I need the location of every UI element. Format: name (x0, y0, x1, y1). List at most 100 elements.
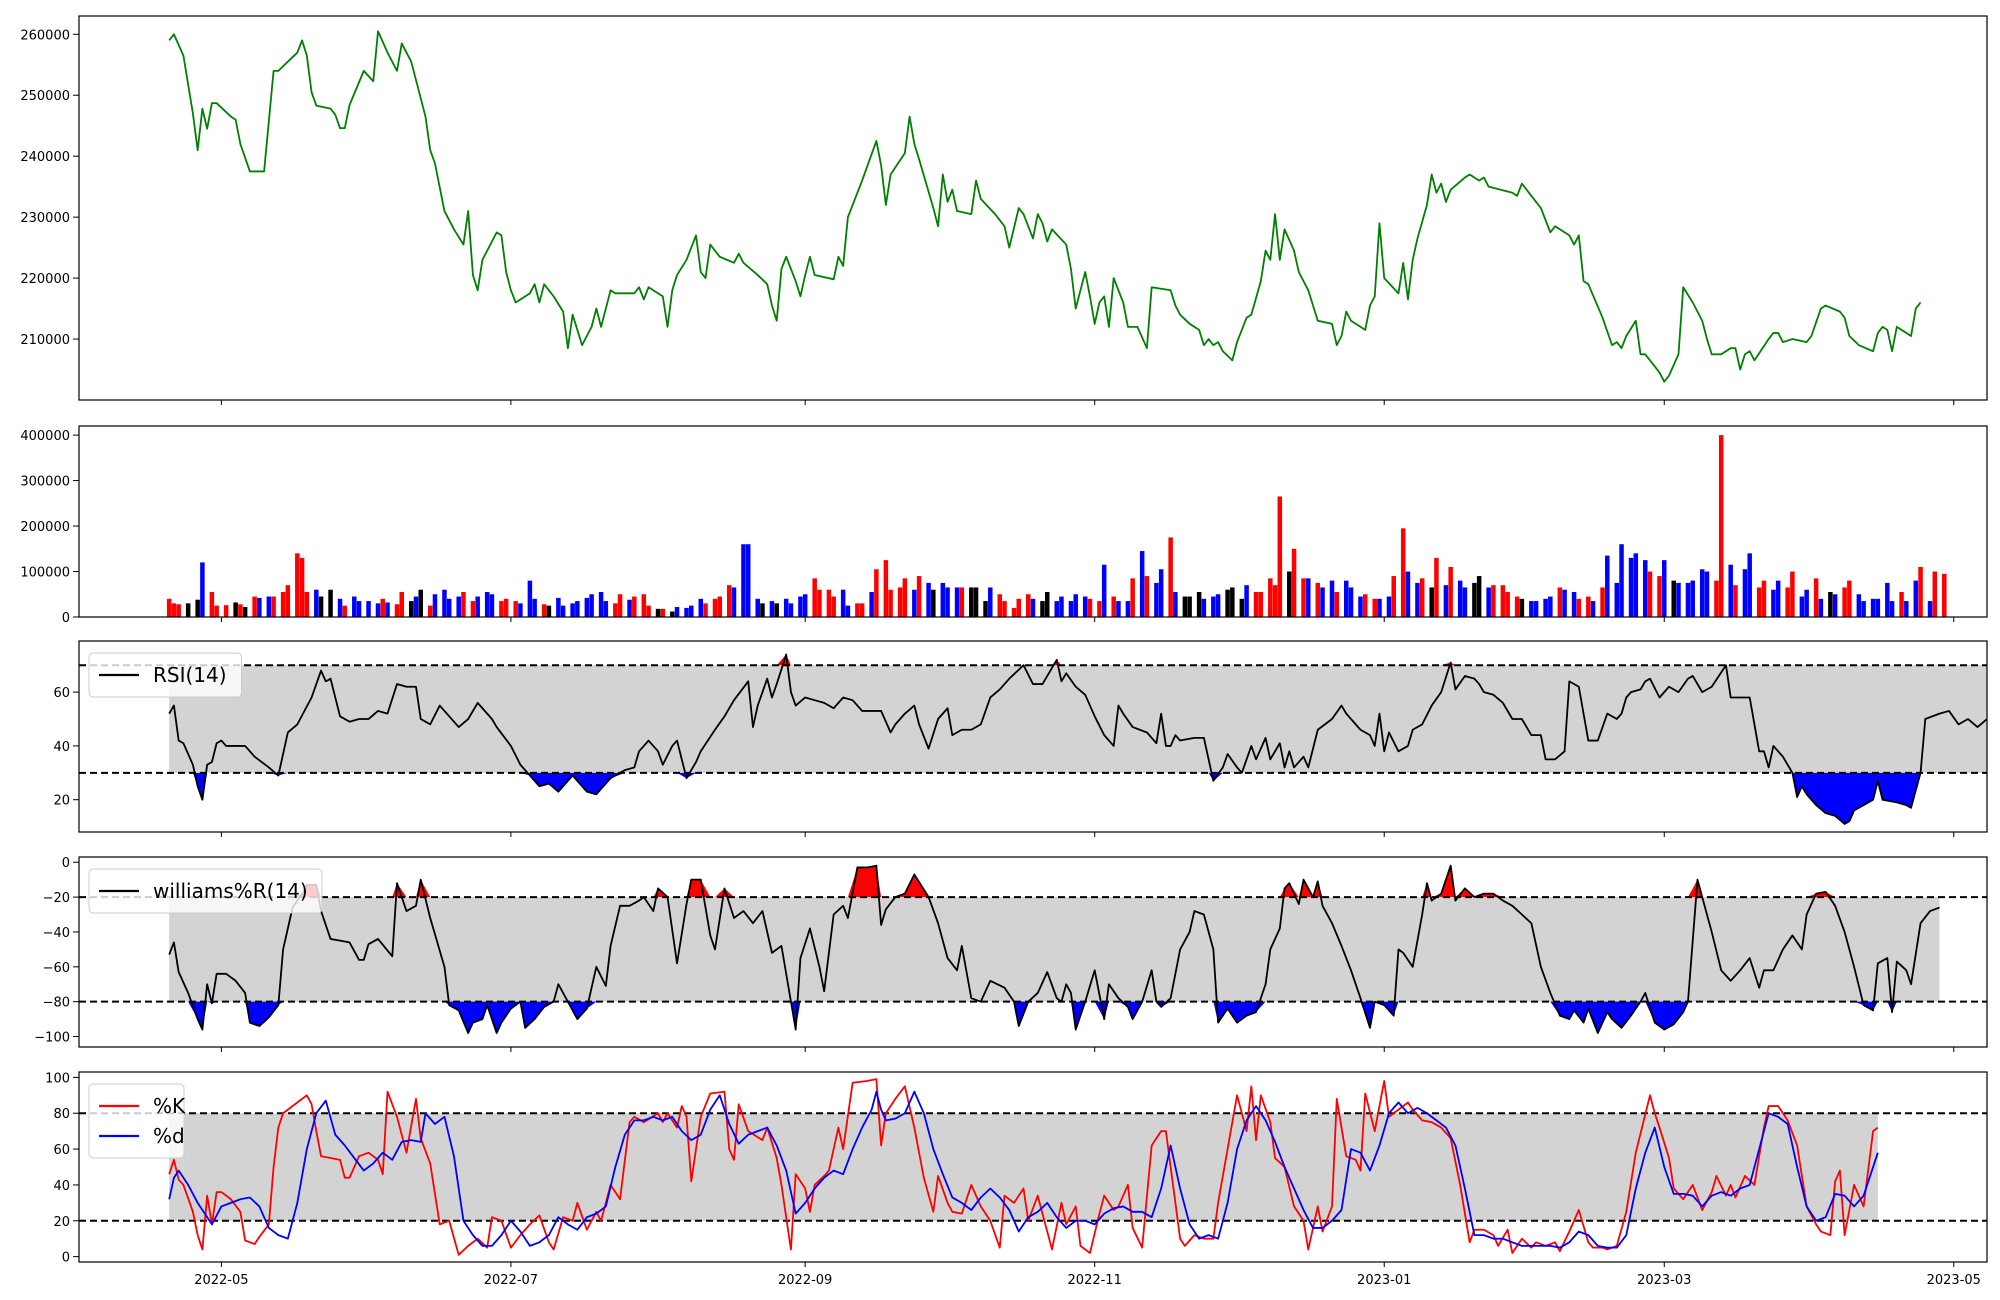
volume-bar (1562, 589, 1567, 617)
volume-bar (1671, 580, 1676, 617)
volume-bar (1932, 571, 1938, 617)
y-tick-label: 220000 (20, 272, 70, 287)
volume-bar (1847, 580, 1852, 617)
volume-bar (1097, 601, 1102, 617)
volume-bar (1344, 580, 1349, 617)
volume-bar (703, 603, 708, 617)
volume-bar (513, 601, 518, 617)
volume-bar (1386, 596, 1392, 617)
volume-bar (755, 598, 760, 617)
volume-bar (1306, 578, 1311, 617)
volume-bar (399, 591, 404, 617)
volume-bar (1899, 591, 1904, 617)
volume-bar (380, 598, 386, 617)
volume-bar (1334, 591, 1340, 617)
volume-bar (356, 601, 362, 617)
y-tick-label: 60 (53, 686, 70, 701)
volume-bar (408, 601, 414, 617)
volume-bar (1130, 578, 1135, 617)
stochastic-panel: 0 20 40 60 80 100 %K %d (45, 1071, 1988, 1267)
y-tick-label: 80 (53, 1107, 70, 1122)
volume-bar (1799, 596, 1805, 617)
y-tick-label: −100 (34, 1031, 70, 1046)
volume-bar (855, 603, 860, 617)
volume-bar (1519, 598, 1525, 617)
volume-bar (1662, 560, 1667, 617)
volume-bar (195, 599, 200, 617)
volume-bar (1011, 607, 1017, 617)
volume-bar (883, 560, 889, 617)
volume-bar (726, 585, 732, 617)
volume-bar (1813, 578, 1819, 617)
volume-bar (1073, 594, 1078, 617)
volume-bar (1443, 585, 1449, 617)
volume-bar (859, 603, 865, 617)
volume-bar (1571, 591, 1577, 617)
legend-label: %d (153, 1124, 185, 1148)
volume-bar (1842, 587, 1847, 617)
y-tick-label: 260000 (20, 28, 70, 43)
volume-bar (1614, 582, 1620, 617)
legend-box (88, 652, 242, 698)
y-tick-label: 100 (45, 1071, 70, 1086)
volume-bar (1116, 601, 1121, 617)
volume-bar (1913, 580, 1919, 617)
y-tick-label: 0 (62, 856, 70, 871)
volume-bar (1728, 564, 1733, 617)
volume-bar (617, 594, 623, 617)
series-line (168, 864, 1940, 1034)
volume-bar (817, 589, 822, 617)
volume-bar (954, 587, 960, 617)
volume-bar (831, 596, 836, 617)
volume-bar (1016, 598, 1022, 617)
volume-bar (1690, 580, 1695, 617)
volume-bar (223, 605, 229, 617)
volume-bar (1315, 582, 1321, 617)
volume-bar (1476, 576, 1482, 617)
volume-bar (874, 569, 879, 617)
volume-bar (632, 596, 637, 617)
volume-bar (1358, 596, 1363, 617)
volume-bar (546, 605, 552, 617)
volume-bar (1756, 587, 1762, 617)
y-tick-label: 100000 (20, 566, 70, 581)
plot-area (168, 30, 1922, 383)
volume-bar (337, 598, 343, 617)
volume-bar (214, 605, 219, 617)
volume-bar (717, 596, 722, 617)
volume-bar (503, 598, 509, 617)
oversold-fill (169, 772, 1987, 824)
y-tick-label: 60 (53, 1143, 70, 1158)
volume-bar (432, 594, 438, 617)
rsi-panel: 20 40 60 RSI(14) (53, 640, 1988, 837)
volume-bar (1348, 587, 1354, 617)
volume-bar (613, 603, 618, 617)
volume-bar (1054, 601, 1059, 617)
axes-frame (78, 15, 1988, 401)
volume-bar (840, 589, 846, 617)
volume-bar (1211, 596, 1216, 617)
volume-bar (280, 591, 286, 617)
volume-bar (1529, 601, 1534, 617)
axes-frame (78, 425, 1988, 618)
volume-bar (285, 585, 291, 617)
volume-bar (845, 605, 851, 617)
volume-bar (1415, 582, 1420, 617)
volume-bar (1215, 594, 1221, 617)
y-tick-label: −20 (43, 891, 70, 906)
volume-bar (1818, 598, 1824, 617)
volume-bar (912, 589, 917, 617)
plot-area (79, 864, 1987, 1034)
y-tick-label: 210000 (20, 333, 70, 348)
volume-bar (1576, 598, 1582, 617)
volume-bar (1139, 551, 1145, 617)
volume-bar (257, 597, 262, 617)
volume-bar (484, 591, 490, 617)
volume-bar (252, 596, 257, 617)
volume-bar (271, 596, 276, 617)
volume-bar (1619, 544, 1624, 617)
volume-bar (1828, 591, 1833, 617)
volume-bar (1434, 557, 1439, 617)
volume-bar (1329, 580, 1335, 617)
volume-bar (242, 606, 248, 617)
